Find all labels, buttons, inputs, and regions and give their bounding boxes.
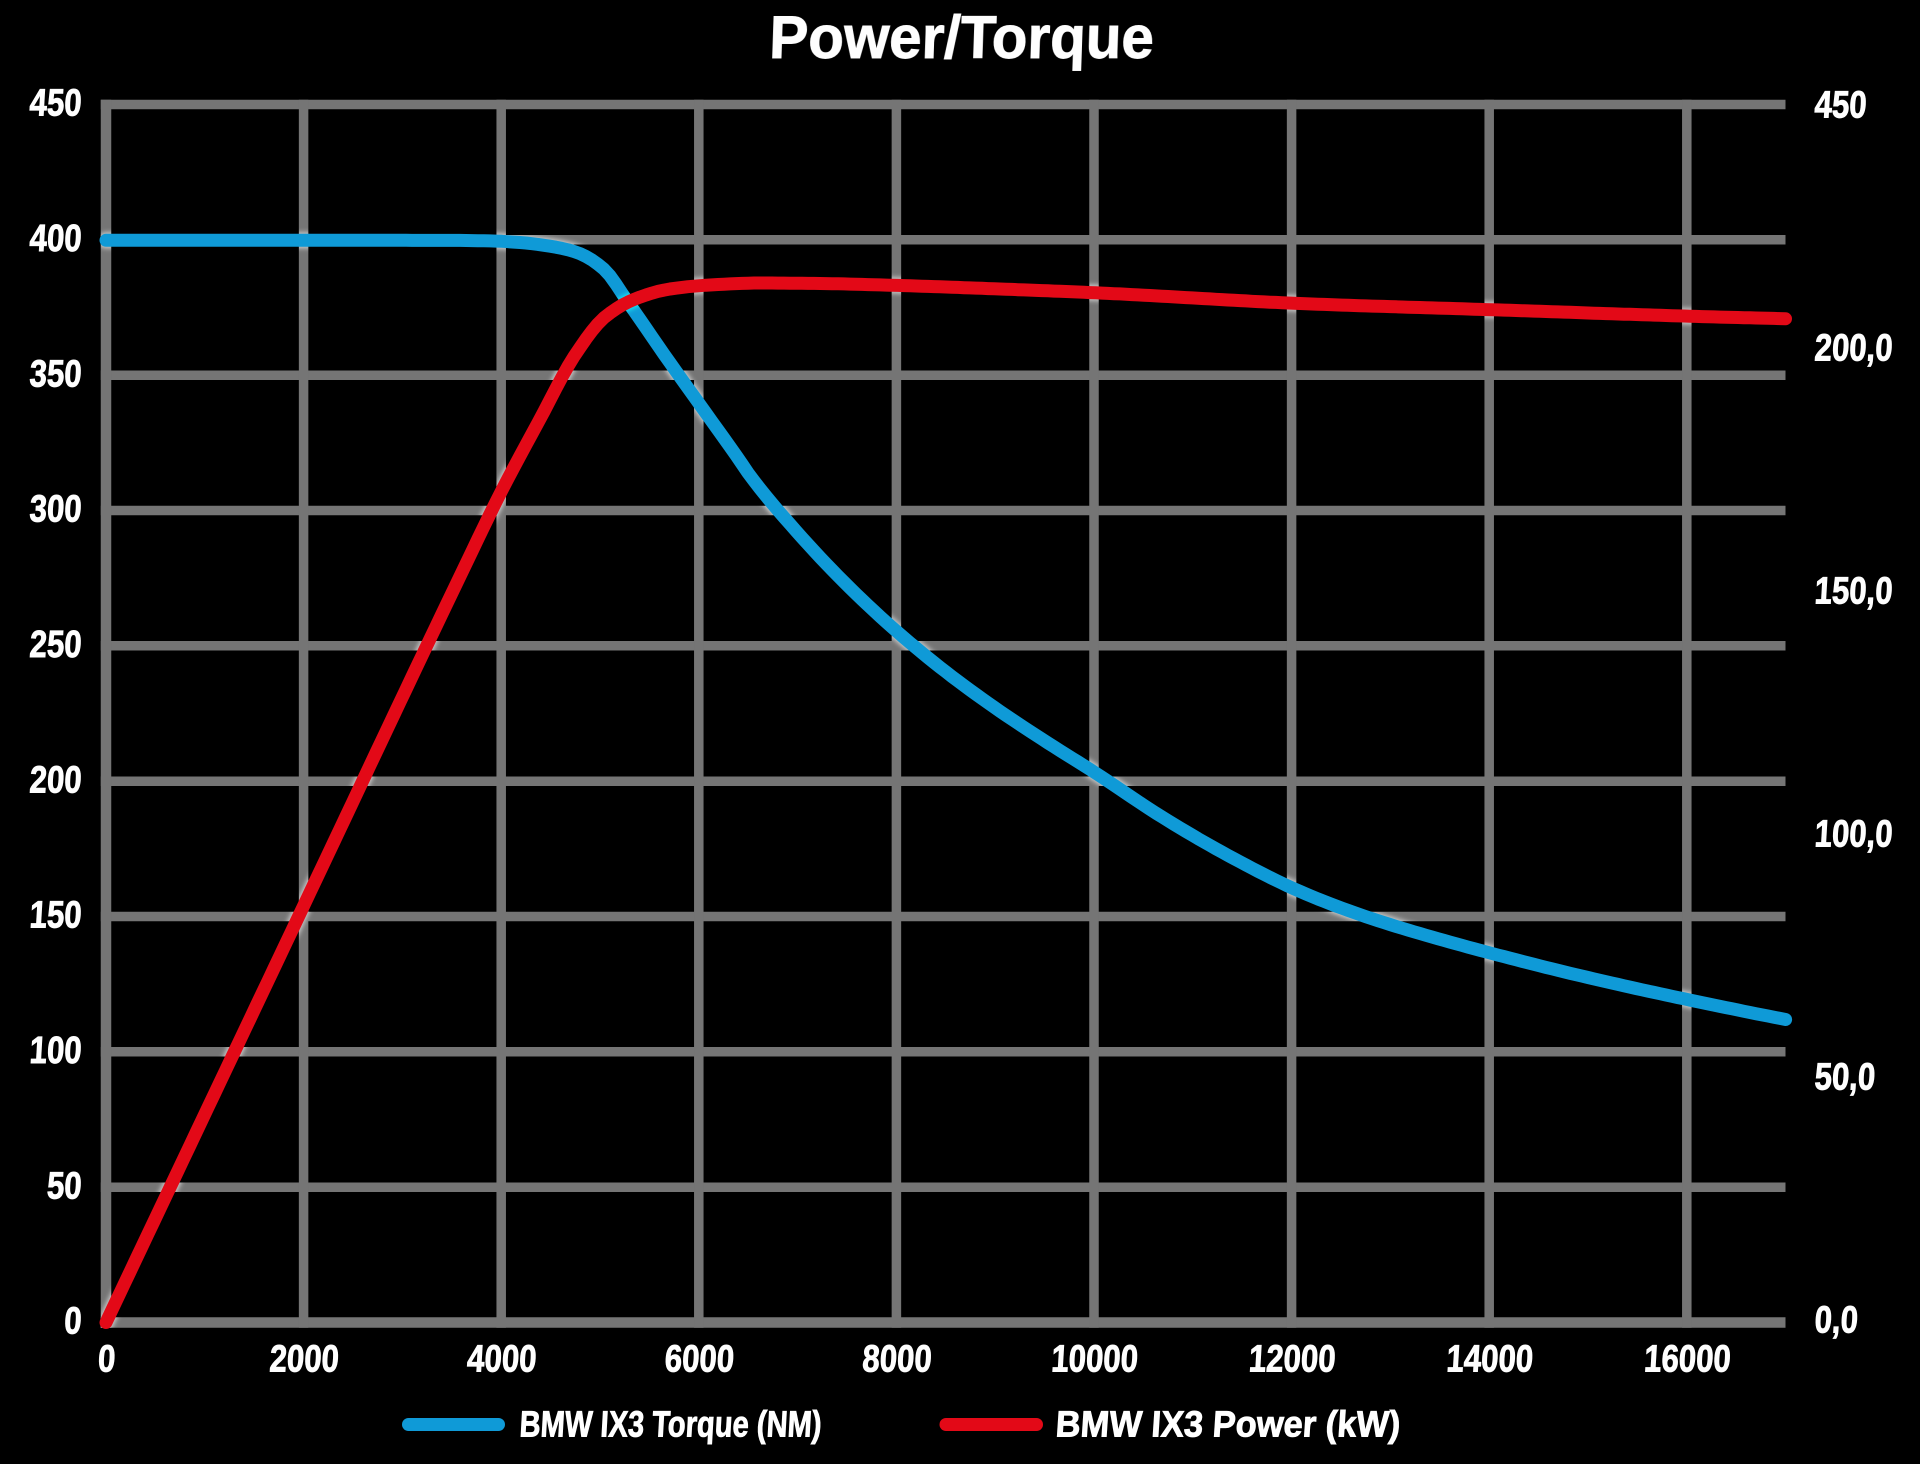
svg-text:Power/Torque: Power/Torque (768, 3, 1155, 71)
svg-text:150: 150 (29, 895, 83, 937)
svg-text:450: 450 (1813, 85, 1867, 127)
svg-text:4000: 4000 (466, 1339, 538, 1381)
svg-text:0: 0 (97, 1339, 117, 1381)
svg-text:350: 350 (29, 354, 83, 396)
svg-text:12000: 12000 (1248, 1339, 1337, 1381)
svg-text:50: 50 (46, 1166, 83, 1208)
svg-text:0,0: 0,0 (1813, 1300, 1859, 1342)
svg-text:250: 250 (29, 624, 83, 666)
svg-text:BMW IX3 Power (kW): BMW IX3 Power (kW) (1054, 1404, 1401, 1445)
svg-text:100,0: 100,0 (1813, 814, 1893, 856)
svg-text:6000: 6000 (664, 1339, 736, 1381)
svg-text:150,0: 150,0 (1813, 571, 1893, 613)
svg-text:10000: 10000 (1050, 1339, 1139, 1381)
svg-text:300: 300 (29, 489, 83, 531)
svg-text:450: 450 (29, 83, 83, 125)
svg-text:2000: 2000 (268, 1339, 340, 1381)
svg-text:100: 100 (29, 1030, 83, 1072)
svg-text:14000: 14000 (1445, 1339, 1534, 1381)
svg-text:8000: 8000 (861, 1339, 933, 1381)
svg-text:50,0: 50,0 (1813, 1057, 1876, 1099)
svg-text:0: 0 (63, 1301, 83, 1343)
svg-text:400: 400 (29, 218, 83, 260)
svg-text:16000: 16000 (1643, 1339, 1732, 1381)
svg-text:200,0: 200,0 (1813, 328, 1893, 370)
svg-text:BMW IX3 Torque (NM): BMW IX3 Torque (NM) (519, 1404, 823, 1445)
svg-text:200: 200 (29, 760, 83, 802)
